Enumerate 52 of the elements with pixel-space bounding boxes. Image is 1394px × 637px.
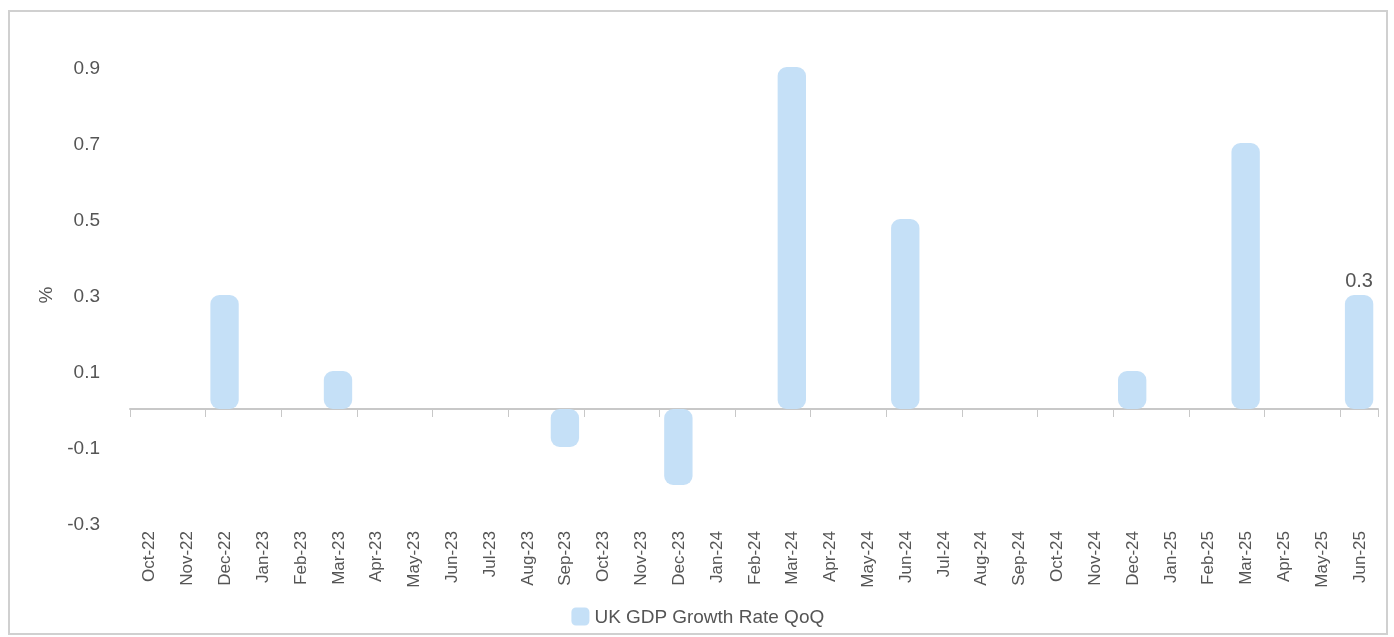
x-tick-label: Mar-25 [1236, 531, 1256, 585]
x-tick-label: Dec-22 [215, 531, 235, 586]
x-tick-label: Oct-22 [139, 531, 159, 583]
x-tick-label: May-24 [857, 531, 877, 588]
bar [664, 409, 693, 485]
legend-label: UK GDP Growth Rate QoQ [594, 606, 825, 627]
x-tick-label: Jul-24 [933, 531, 953, 578]
x-tick-label: Jun-25 [1349, 531, 1369, 583]
x-tick-label: Apr-24 [820, 531, 840, 583]
x-tick-label: Oct-23 [593, 531, 613, 583]
x-tick-label: Jan-24 [706, 531, 726, 583]
x-tick-label: Apr-23 [366, 531, 386, 583]
x-tick-label: Nov-24 [1084, 531, 1104, 586]
x-tick-label: Oct-24 [1047, 531, 1067, 583]
y-tick-label: 0.7 [73, 132, 100, 154]
y-tick-label: 0.1 [73, 360, 100, 382]
x-tick-label: Feb-25 [1198, 531, 1218, 585]
bar [210, 295, 239, 409]
x-tick-label: Jul-23 [479, 531, 499, 578]
y-tick-label: 0.9 [73, 56, 100, 78]
x-tick-label: Mar-24 [782, 531, 802, 585]
x-tick-label: Aug-24 [971, 531, 991, 586]
x-tick-label: Dec-24 [1122, 531, 1142, 586]
y-tick-label: -0.3 [67, 512, 100, 534]
x-tick-label: Apr-25 [1273, 531, 1293, 583]
y-tick-label: 0.3 [73, 284, 100, 306]
x-tick-label: Dec-23 [668, 531, 688, 586]
bar [777, 67, 806, 409]
bar [1118, 371, 1147, 409]
x-tick-label: Aug-23 [517, 531, 537, 586]
bar [1344, 295, 1374, 409]
x-tick-label: Jun-24 [895, 531, 915, 583]
bar [550, 409, 580, 447]
x-tick-label: May-23 [404, 531, 424, 588]
x-tick-label: Feb-23 [290, 531, 310, 585]
x-tick-label: Mar-23 [328, 531, 348, 585]
x-tick-label: May-25 [1311, 531, 1331, 588]
x-tick-label: Jan-25 [1160, 531, 1180, 583]
x-tick-label: Sep-23 [555, 531, 575, 586]
y-tick-label: -0.1 [67, 436, 100, 458]
x-tick-label: Jan-23 [252, 531, 272, 583]
x-tick-label: Jun-23 [441, 531, 461, 583]
bar [323, 371, 353, 409]
y-tick-label: 0.5 [73, 208, 100, 230]
data-label: 0.3 [1345, 269, 1373, 291]
x-tick-label: Sep-24 [1009, 531, 1029, 586]
bar [1231, 143, 1260, 409]
x-tick-label: Nov-23 [631, 531, 651, 586]
y-axis-title: % [35, 286, 56, 304]
x-tick-label: Feb-24 [744, 531, 764, 585]
x-tick-label: Nov-22 [177, 531, 197, 586]
bar [891, 219, 920, 409]
